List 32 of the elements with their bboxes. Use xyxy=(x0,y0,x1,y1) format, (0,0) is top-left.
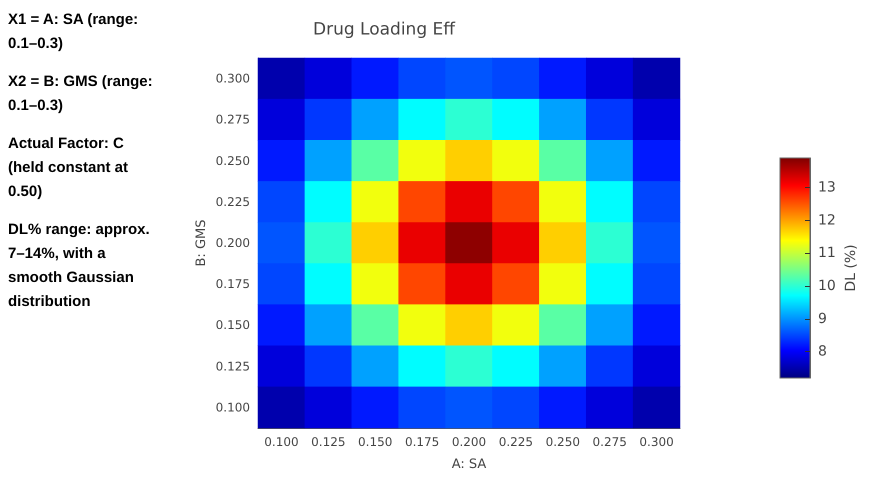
y-tick-label: 0.200 xyxy=(216,236,250,250)
x-tick-label: 0.300 xyxy=(639,435,674,449)
y-tick-label: 0.100 xyxy=(216,400,250,414)
color-bar-label: 11 xyxy=(818,245,836,262)
x-tick-label: 0.125 xyxy=(311,435,346,449)
y-tick-label: 0.150 xyxy=(216,318,250,332)
x-tick-label: 0.250 xyxy=(546,435,580,449)
y-tick-label: 0.125 xyxy=(216,359,250,374)
color-bar-label: 12 xyxy=(818,212,836,228)
x-tick-label: 0.275 xyxy=(592,435,627,449)
x-axis-title: A: SA xyxy=(452,457,486,472)
color-bar-label: 8 xyxy=(818,344,827,360)
color-bar-label: 13 xyxy=(818,180,836,196)
chart-title: Drug Loading Eff xyxy=(313,20,456,40)
y-axis-title: B: GMS xyxy=(194,220,209,266)
x-tick-label: 0.200 xyxy=(452,435,486,449)
y-tick-label: 0.175 xyxy=(216,277,250,292)
y-tick-label: 0.250 xyxy=(216,154,250,168)
y-tick-label: 0.225 xyxy=(216,194,250,209)
color-bar-label: 10 xyxy=(818,278,836,294)
text: DL% range: approx. 7–14%, with a smooth Gaussian distribution xyxy=(8,220,151,312)
color-bar-label: 9 xyxy=(818,310,827,327)
y-tick-label: 0.300 xyxy=(216,72,250,86)
x-tick-label: 0.100 xyxy=(264,435,299,449)
text: Actual Factor: C (held constant at 0.50) xyxy=(8,134,130,202)
x-tick-label: 0.150 xyxy=(358,435,392,449)
x-tick-label: 0.175 xyxy=(404,435,440,449)
x-tick-label: 0.225 xyxy=(498,435,534,449)
text: X1 = A: SA (range: 0.1–0.3) xyxy=(8,10,140,54)
text: X2 = B: GMS (range: 0.1–0.3) xyxy=(8,72,154,116)
y-tick-label: 0.275 xyxy=(216,112,250,127)
color-bar-title: DL (%) xyxy=(843,244,859,292)
